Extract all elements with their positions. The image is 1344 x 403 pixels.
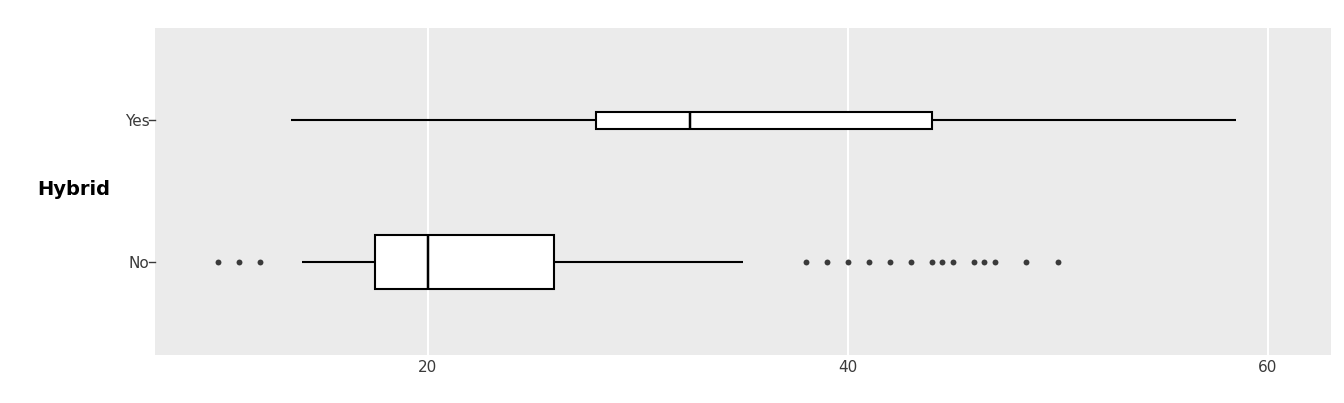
Point: [973, 259, 995, 266]
Point: [1047, 259, 1068, 266]
Point: [837, 259, 859, 266]
Point: [1015, 259, 1036, 266]
Point: [899, 259, 921, 266]
Point: [962, 259, 984, 266]
Bar: [375, 235, 554, 289]
Point: [921, 259, 942, 266]
Bar: [595, 112, 931, 129]
Point: [857, 259, 879, 266]
Point: [879, 259, 900, 266]
Point: [249, 259, 270, 266]
Text: Hybrid: Hybrid: [38, 180, 110, 199]
Point: [794, 259, 816, 266]
Point: [931, 259, 953, 266]
Point: [207, 259, 228, 266]
Point: [942, 259, 964, 266]
Point: [984, 259, 1005, 266]
Point: [816, 259, 837, 266]
Point: [227, 259, 250, 266]
